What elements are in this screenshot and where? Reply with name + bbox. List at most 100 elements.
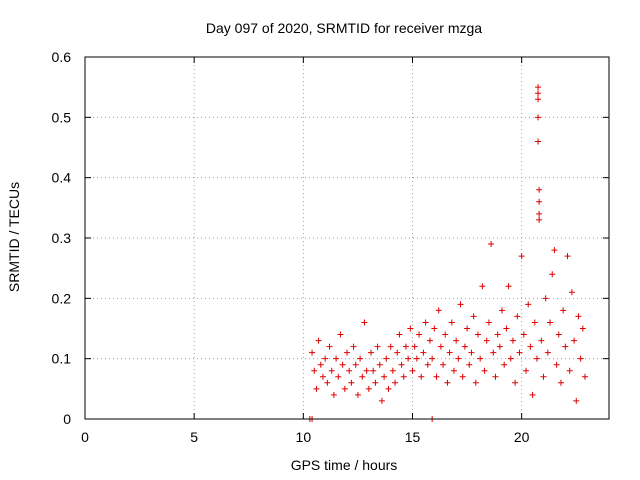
data-point xyxy=(540,373,547,380)
data-point xyxy=(538,337,545,344)
data-point xyxy=(505,283,512,290)
y-tick-label: 0.6 xyxy=(52,49,72,65)
data-point xyxy=(470,313,477,320)
data-point xyxy=(514,313,521,320)
data-point xyxy=(549,271,556,278)
data-point xyxy=(442,331,449,338)
data-point xyxy=(488,241,495,248)
y-axis-label: SRMTID / TECUs xyxy=(6,182,22,292)
data-point xyxy=(389,367,396,374)
data-point xyxy=(466,361,473,368)
data-point xyxy=(529,391,536,398)
data-point xyxy=(368,349,375,356)
data-point xyxy=(398,361,405,368)
data-point xyxy=(413,355,420,362)
data-point xyxy=(575,313,582,320)
data-point xyxy=(350,343,357,350)
data-point xyxy=(435,307,442,314)
data-point xyxy=(333,355,340,362)
y-tick-label: 0.5 xyxy=(52,109,72,125)
x-tick-label: 20 xyxy=(514,429,530,445)
data-point xyxy=(381,373,388,380)
data-point xyxy=(553,361,560,368)
data-point xyxy=(387,343,394,350)
data-point xyxy=(501,361,508,368)
data-point xyxy=(422,319,429,326)
data-point xyxy=(551,247,558,254)
data-point xyxy=(385,385,392,392)
data-point xyxy=(396,331,403,338)
data-point xyxy=(370,367,377,374)
data-point xyxy=(472,379,479,386)
data-point xyxy=(544,349,551,356)
data-point xyxy=(348,379,355,386)
data-point xyxy=(344,349,350,356)
data-point xyxy=(376,361,383,368)
data-point xyxy=(457,301,464,308)
data-point xyxy=(581,373,588,380)
data-point xyxy=(490,349,497,356)
data-point xyxy=(440,361,447,368)
data-point xyxy=(566,367,573,374)
y-tick-label: 0.3 xyxy=(52,230,72,246)
data-point xyxy=(494,331,501,338)
data-point xyxy=(477,355,484,362)
data-point xyxy=(394,349,401,356)
data-point xyxy=(357,355,364,362)
data-point xyxy=(485,319,492,326)
data-point xyxy=(535,114,542,121)
data-point xyxy=(523,367,530,374)
data-point xyxy=(475,331,481,338)
data-point xyxy=(418,373,425,380)
data-point xyxy=(448,319,455,326)
data-point xyxy=(573,397,580,404)
data-point xyxy=(533,355,540,362)
data-point xyxy=(560,307,567,314)
y-tick-label: 0.1 xyxy=(52,351,72,367)
data-point xyxy=(444,379,451,386)
data-point xyxy=(453,337,460,344)
data-point xyxy=(365,385,372,392)
data-point xyxy=(315,337,322,344)
data-point xyxy=(437,343,444,350)
data-point xyxy=(433,373,440,380)
data-point xyxy=(481,367,488,374)
data-point xyxy=(571,337,578,344)
data-point xyxy=(309,349,316,356)
x-tick-label: 10 xyxy=(296,429,312,445)
data-point xyxy=(461,343,468,350)
data-point xyxy=(536,186,543,193)
data-point xyxy=(426,337,433,344)
data-point xyxy=(374,343,381,350)
data-point xyxy=(409,367,416,374)
data-point xyxy=(542,295,549,302)
data-point xyxy=(319,373,326,380)
data-point xyxy=(311,367,318,374)
x-tick-label: 15 xyxy=(405,429,421,445)
data-point xyxy=(429,355,436,362)
data-point xyxy=(468,349,475,356)
data-point xyxy=(531,319,538,326)
data-point xyxy=(479,283,486,290)
data-point xyxy=(536,216,543,223)
data-point xyxy=(535,138,542,145)
x-axis-label: GPS time / hours xyxy=(291,457,398,473)
data-point xyxy=(450,367,457,374)
data-point xyxy=(420,349,427,356)
data-point xyxy=(402,343,409,350)
data-point xyxy=(392,379,399,386)
grid-lines xyxy=(85,57,609,419)
data-point xyxy=(424,361,431,368)
data-point xyxy=(330,391,337,398)
data-point xyxy=(407,325,414,332)
data-point xyxy=(535,84,542,91)
data-point xyxy=(431,325,438,332)
data-point xyxy=(328,367,335,374)
data-point xyxy=(536,210,543,217)
data-point xyxy=(313,385,320,392)
data-point xyxy=(564,253,571,260)
data-point xyxy=(411,343,418,350)
data-point xyxy=(557,379,564,386)
y-tick-label: 0.2 xyxy=(52,290,72,306)
data-point xyxy=(547,319,554,326)
